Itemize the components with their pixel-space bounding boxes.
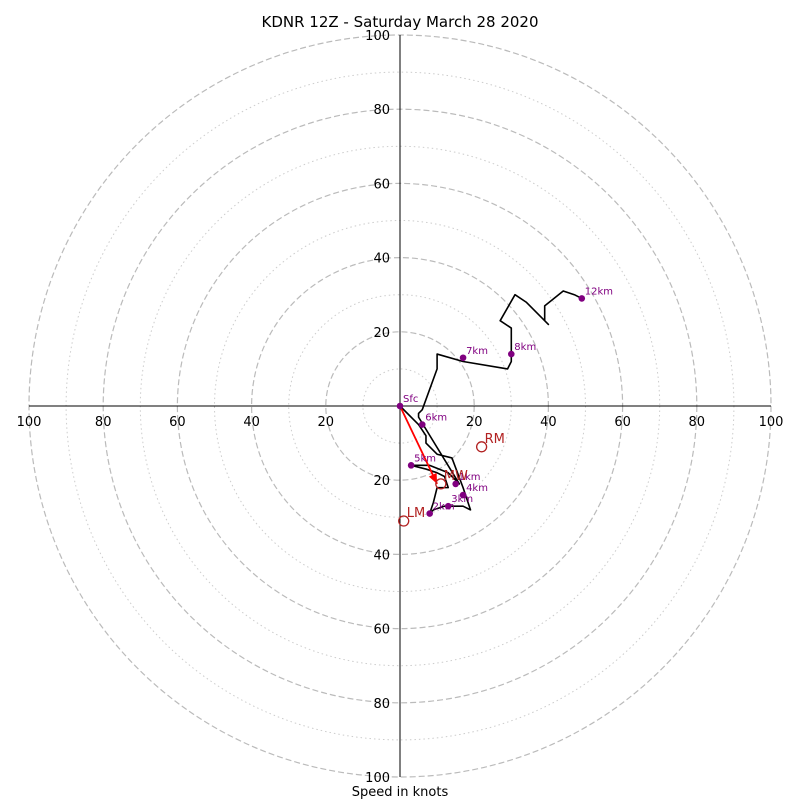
x-tick-label: 80	[689, 415, 706, 430]
hodograph-line	[399, 290, 583, 515]
x-tick-label: 100	[17, 415, 42, 430]
y-tick-label: 100	[365, 771, 390, 786]
y-tick-label: 100	[365, 29, 390, 44]
storm-motion-label: MW	[444, 469, 468, 484]
mean-wind-line	[399, 405, 438, 485]
x-axis-label: Speed in knots	[352, 785, 449, 800]
height-marker-dot	[508, 350, 515, 358]
storm-motion-label: LM	[407, 506, 425, 521]
x-tick-label: 40	[243, 415, 260, 430]
y-tick-label: 20	[373, 326, 390, 341]
height-marker-dot	[444, 502, 452, 510]
height-marker-dot	[578, 295, 586, 302]
storm-motion-marker	[475, 441, 488, 453]
height-marker-label: 5km	[414, 453, 436, 464]
mean-wind-vector	[399, 405, 438, 485]
x-tick-label: 40	[540, 415, 557, 430]
height-marker-label: 7km	[466, 346, 488, 357]
height-marker-dot	[459, 354, 467, 362]
x-tick-label: 80	[95, 415, 112, 430]
storm-motions: RM LM MW	[398, 432, 505, 527]
height-marker-label: 1km	[459, 472, 481, 483]
x-tick-label: 100	[759, 415, 784, 430]
height-marker-dot	[407, 462, 415, 469]
height-marker-label: 2km	[433, 502, 455, 513]
storm-motion-marker	[435, 478, 447, 490]
y-tick-label: 20	[373, 474, 390, 489]
height-marker-dot	[426, 510, 433, 517]
x-tick-label: 20	[318, 415, 335, 430]
height-marker-dot	[452, 480, 459, 488]
y-tick-label: 60	[373, 623, 390, 638]
tick-labels: 100 80 60 40 20 20 40 60 80 100 100 80 60 40 20 20 40 60 8…	[17, 29, 784, 786]
x-tick-label: 60	[614, 415, 631, 430]
height-marker-dot	[418, 421, 426, 428]
height-marker-label: 3km	[451, 494, 473, 505]
y-tick-label: 60	[373, 177, 390, 192]
y-tick-label: 40	[373, 252, 390, 267]
x-tick-label: 20	[466, 415, 483, 430]
x-tick-label: 60	[169, 415, 186, 430]
storm-motion-label: RM	[485, 432, 505, 447]
height-marker-label: 4km	[466, 483, 488, 494]
height-marker-dot	[459, 491, 467, 499]
chart-title: KDNR 12Z - Saturday March 28 2020	[262, 13, 539, 31]
height-marker-dot	[396, 402, 404, 410]
y-tick-label: 80	[373, 697, 390, 712]
height-marker-label: 6km	[425, 413, 447, 424]
height-marker-label: Sfc	[403, 394, 418, 405]
height-marker-label: 8km	[514, 342, 536, 353]
storm-motion-marker	[398, 515, 410, 527]
height-marker-label: 12km	[585, 286, 613, 297]
mean-wind-arrowhead	[428, 472, 438, 484]
y-tick-label: 40	[373, 548, 390, 563]
hodograph-trace	[399, 290, 583, 515]
y-tick-label: 80	[373, 103, 390, 118]
